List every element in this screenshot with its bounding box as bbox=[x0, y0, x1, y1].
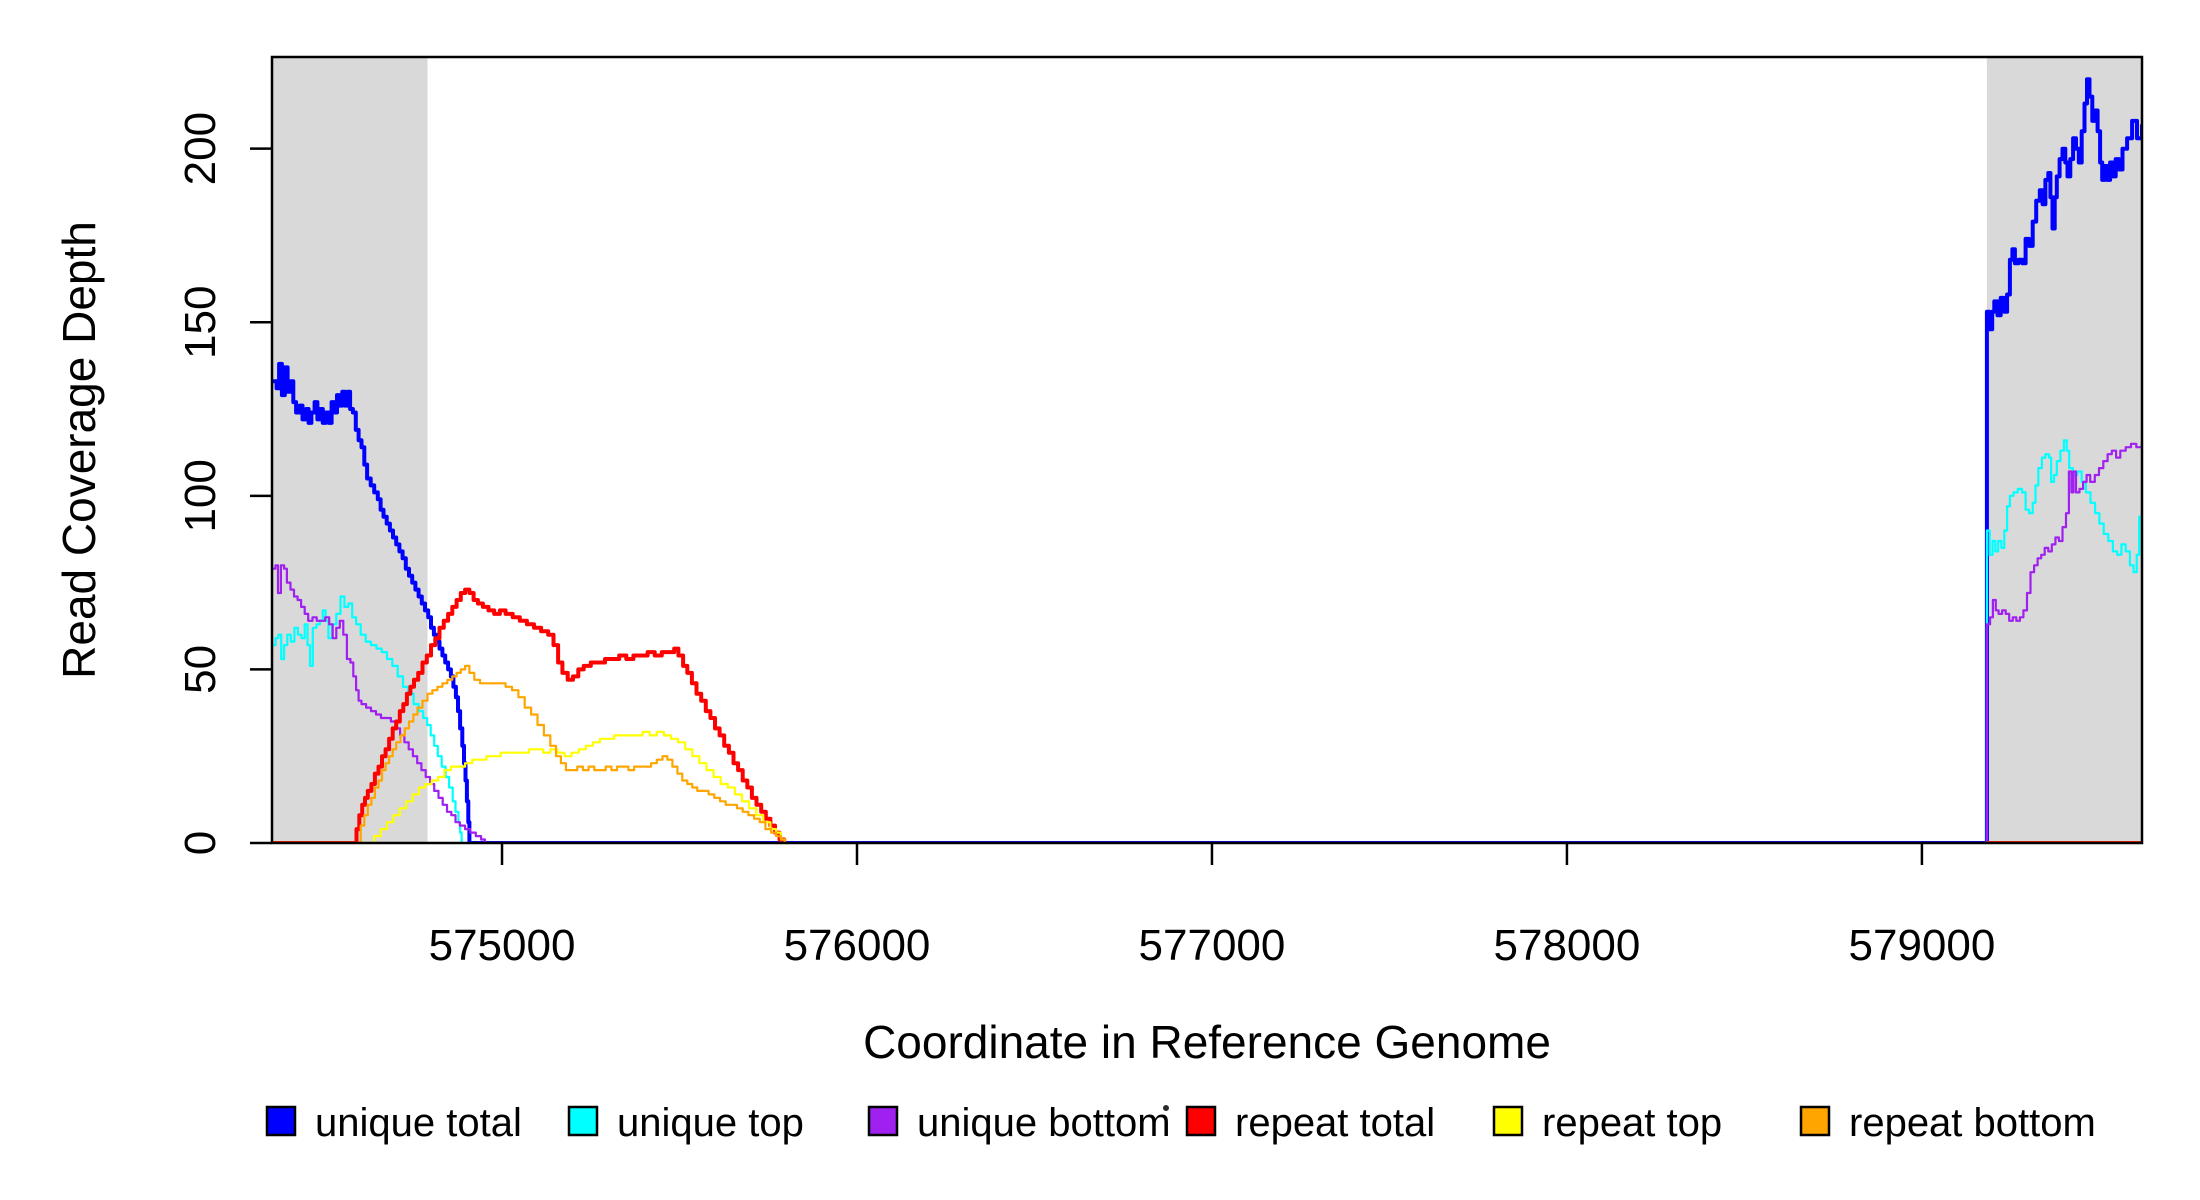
legend-swatch-unique-bottom bbox=[867, 1105, 899, 1137]
legend-label-unique-bottom: unique bottom bbox=[917, 1101, 1171, 1145]
series-line-unique-top bbox=[272, 439, 2142, 843]
legend-label-repeat-bottom: repeat bottom bbox=[1849, 1101, 2096, 1145]
series-line-unique-total bbox=[272, 77, 2142, 843]
y-tick-label: 200 bbox=[176, 112, 225, 185]
x-tick-label: 578000 bbox=[1494, 921, 1641, 970]
legend-item-repeat-total: repeat total bbox=[1185, 1101, 1435, 1145]
legend-label-repeat-top: repeat top bbox=[1542, 1101, 1722, 1145]
x-tick-label: 579000 bbox=[1849, 921, 1996, 970]
x-tick-label: 575000 bbox=[429, 921, 576, 970]
x-tick-label: 577000 bbox=[1139, 921, 1286, 970]
legend: unique total unique top unique bottom repea… bbox=[265, 1101, 2096, 1145]
shaded-regions bbox=[272, 57, 2142, 843]
series-line-repeat-top bbox=[272, 730, 786, 843]
shaded-band bbox=[272, 57, 428, 843]
legend-swatch-repeat-total bbox=[1185, 1105, 1217, 1137]
legend-swatch-unique-top bbox=[567, 1105, 599, 1137]
legend-label-unique-total: unique total bbox=[315, 1101, 522, 1145]
series-lines bbox=[272, 77, 2142, 843]
y-axis: 0 50 100 150 200 bbox=[176, 112, 272, 855]
legend-swatch-repeat-top bbox=[1492, 1105, 1524, 1137]
y-tick-label: 100 bbox=[176, 459, 225, 532]
series-line-unique-bottom bbox=[272, 442, 2142, 843]
stray-dot bbox=[1163, 1105, 1169, 1111]
series-line-repeat-bottom bbox=[272, 664, 786, 843]
legend-item-unique-bottom: unique bottom bbox=[867, 1101, 1171, 1145]
legend-label-unique-top: unique top bbox=[617, 1101, 804, 1145]
x-tick-label: 576000 bbox=[784, 921, 931, 970]
legend-item-repeat-top: repeat top bbox=[1492, 1101, 1722, 1145]
y-tick-label: 0 bbox=[176, 831, 225, 855]
y-axis-title: Read Coverage Depth bbox=[53, 221, 105, 679]
x-axis: 575000 576000 577000 578000 579000 bbox=[429, 843, 1996, 970]
x-axis-title: Coordinate in Reference Genome bbox=[863, 1016, 1551, 1068]
legend-swatch-repeat-bottom bbox=[1799, 1105, 1831, 1137]
legend-item-repeat-bottom: repeat bottom bbox=[1799, 1101, 2096, 1145]
y-tick-label: 50 bbox=[176, 645, 225, 694]
legend-item-unique-top: unique top bbox=[567, 1101, 804, 1145]
plot-border bbox=[270, 55, 2144, 845]
y-tick-label: 150 bbox=[176, 286, 225, 359]
legend-swatch-unique-total bbox=[265, 1105, 297, 1137]
legend-label-repeat-total: repeat total bbox=[1235, 1101, 1435, 1145]
series-line-repeat-total bbox=[272, 587, 787, 843]
legend-item-unique-total: unique total bbox=[265, 1101, 522, 1145]
